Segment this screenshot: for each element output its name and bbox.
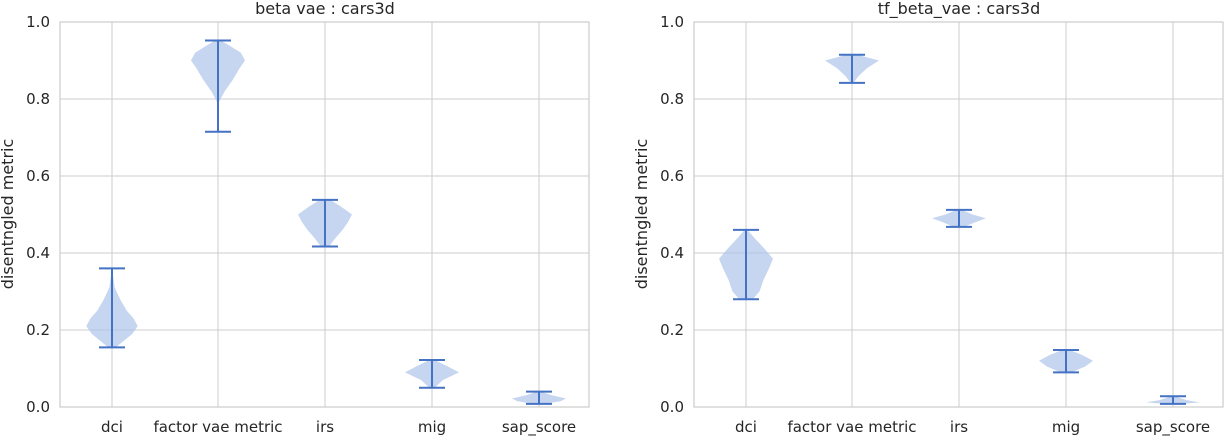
x-tick-label: sap_score bbox=[502, 418, 576, 436]
x-tick-label: sap_score bbox=[1136, 418, 1210, 436]
chart-title: tf_beta_vae : cars3d bbox=[878, 0, 1041, 19]
y-tick-label: 0.6 bbox=[660, 167, 684, 185]
plot-frame bbox=[59, 21, 590, 408]
x-tick-label: mig bbox=[418, 418, 446, 436]
y-tick-label: 0.2 bbox=[660, 321, 684, 339]
y-tick-label: 0.8 bbox=[660, 90, 684, 108]
y-axis-label: disentngled metric bbox=[632, 139, 651, 290]
x-tick-label: irs bbox=[316, 418, 334, 436]
x-tick-label: irs bbox=[950, 418, 968, 436]
y-axis-label: disentngled metric bbox=[0, 139, 17, 290]
y-tick-label: 0.0 bbox=[660, 398, 684, 416]
y-tick-label: 0.4 bbox=[26, 244, 50, 262]
right-chart-panel: tf_beta_vae : cars3d disentngled metric … bbox=[632, 0, 1224, 436]
y-tick-label: 0.2 bbox=[26, 321, 50, 339]
y-tick-label: 0.6 bbox=[26, 167, 50, 185]
y-tick-label: 1.0 bbox=[660, 13, 684, 31]
x-tick-label: dci bbox=[735, 418, 757, 436]
chart-title: beta vae : cars3d bbox=[255, 0, 395, 18]
x-tick-label: mig bbox=[1052, 418, 1080, 436]
y-tick-label: 0.4 bbox=[660, 244, 684, 262]
y-tick-label: 0.0 bbox=[26, 398, 50, 416]
x-tick-label: factor vae metric bbox=[153, 418, 282, 436]
x-tick-label: dci bbox=[101, 418, 123, 436]
x-tick-label: factor vae metric bbox=[787, 418, 916, 436]
y-tick-label: 0.8 bbox=[26, 90, 50, 108]
plot-frame bbox=[693, 21, 1224, 408]
y-tick-label: 1.0 bbox=[26, 13, 50, 31]
left-chart-panel: beta vae : cars3d disentngled metric 0.0… bbox=[0, 0, 590, 436]
